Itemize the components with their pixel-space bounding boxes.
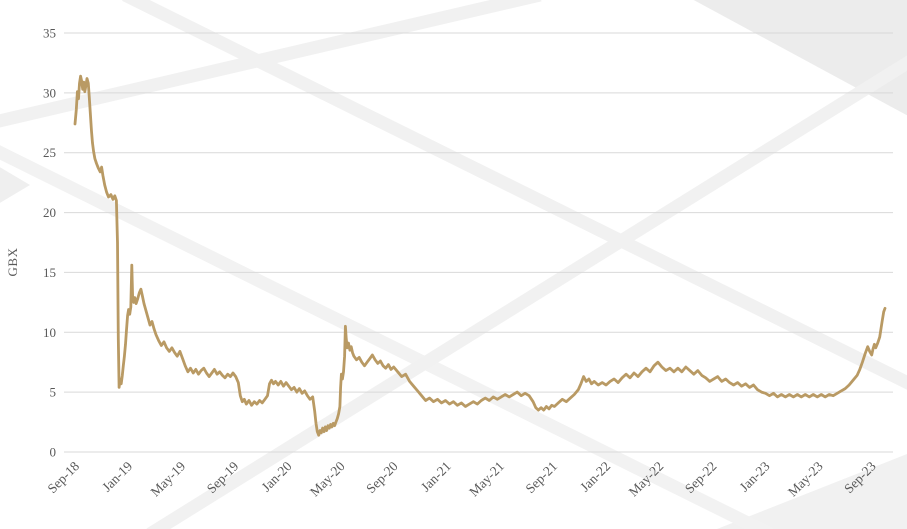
y-axis-title: GBX (5, 247, 20, 276)
watermark-triangle-left-edge (0, 167, 30, 203)
watermark-triangle-top-right (693, 0, 907, 116)
watermark-line (0, 145, 773, 529)
y-tick-label: 10 (43, 325, 56, 340)
price-series (73, 74, 887, 437)
x-tick-label: Sep-22 (682, 459, 720, 497)
x-tick-label: May-20 (307, 458, 348, 499)
y-tick-label: 35 (43, 26, 56, 41)
x-tick-label: May-21 (466, 459, 507, 500)
x-axis-tick-labels: Sep-18 Jan-19 May-19 Sep-19 Jan-20 May-20 Sep-… (44, 458, 879, 499)
y-tick-label: 25 (43, 145, 56, 160)
x-tick-label: Jan-22 (577, 459, 613, 495)
y-tick-label: 5 (50, 385, 57, 400)
x-tick-label: Sep-18 (44, 458, 82, 496)
watermark-line (0, 0, 542, 128)
x-tick-label: Jan-21 (418, 459, 454, 495)
watermark-line (146, 55, 907, 529)
x-tick-label: Sep-21 (522, 459, 560, 497)
x-tick-label: Jan-19 (99, 458, 135, 494)
y-axis-tick-labels: 0 5 10 15 20 25 30 35 (43, 26, 56, 460)
x-tick-label: Sep-20 (363, 458, 401, 496)
price-line (73, 74, 887, 437)
x-tick-label: May-19 (147, 458, 188, 499)
y-tick-label: 15 (43, 265, 56, 280)
y-tick-label: 0 (50, 445, 57, 460)
gridlines (64, 32, 893, 453)
y-tick-label: 30 (43, 85, 56, 100)
x-tick-label: Jan-23 (737, 458, 773, 494)
y-tick-label: 20 (43, 205, 56, 220)
watermark-triangle-bottom-right (717, 453, 907, 529)
